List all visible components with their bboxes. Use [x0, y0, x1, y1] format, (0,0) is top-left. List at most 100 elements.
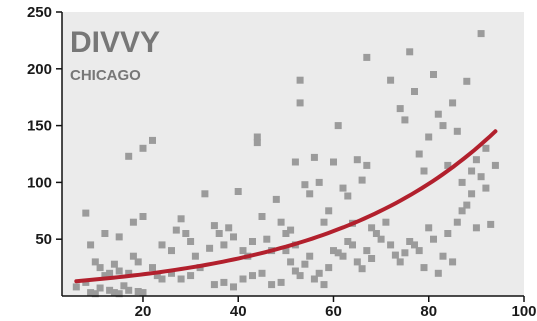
scatter-point: [96, 284, 104, 292]
scatter-point: [310, 153, 318, 161]
scatter-point: [482, 184, 490, 192]
scatter-point: [287, 258, 295, 266]
scatter-point: [110, 289, 118, 297]
chart-title: DIVVY: [70, 26, 160, 59]
scatter-point: [282, 230, 290, 237]
scatter-point: [339, 184, 347, 192]
scatter-point: [444, 230, 452, 237]
scatter-point: [349, 241, 356, 249]
scatter-point: [401, 249, 409, 257]
scatter-point: [344, 238, 352, 245]
scatter-point: [106, 286, 114, 294]
y-tick-label: 250: [27, 4, 52, 21]
scatter-point: [449, 99, 457, 107]
scatter-point: [91, 290, 99, 298]
scatter-point: [291, 158, 299, 166]
scatter-point: [215, 230, 223, 237]
y-tick-label: 150: [27, 118, 52, 135]
scatter-point: [87, 289, 95, 297]
scatter-point: [234, 188, 242, 195]
scatter-point: [420, 264, 428, 272]
scatter-point: [177, 215, 185, 223]
scatter-point: [239, 247, 247, 255]
scatter-point: [306, 190, 314, 198]
scatter-point: [372, 230, 380, 237]
scatter-point: [368, 255, 376, 262]
scatter-point: [139, 144, 147, 152]
scatter-point: [444, 161, 452, 169]
x-axis: 20 40 60 80 100: [135, 296, 537, 320]
scatter-point: [168, 269, 175, 277]
scatter-point: [230, 233, 237, 241]
scatter-point: [358, 176, 366, 184]
scatter-point: [425, 224, 433, 232]
scatter-point: [296, 99, 304, 107]
scatter-point: [149, 136, 156, 144]
scatter-point: [115, 233, 123, 241]
trend-line: [74, 129, 498, 284]
scatter-point: [477, 30, 485, 38]
scatter-point: [363, 247, 371, 255]
scatter-point: [411, 88, 418, 95]
scatter-point: [415, 150, 423, 158]
scatter-point: [277, 278, 285, 286]
scatter-point: [120, 282, 128, 290]
scatter-point: [334, 249, 342, 257]
scatter-point: [310, 275, 318, 283]
scatter-point: [363, 161, 371, 169]
scatter-point: [382, 218, 390, 226]
scatter-point: [129, 252, 137, 260]
scatter-point: [468, 190, 476, 198]
scatter-point: [463, 77, 471, 85]
scatter-point: [106, 269, 114, 277]
scatter-point: [468, 167, 476, 175]
scatter-point: [210, 222, 218, 230]
x-tick-label: 20: [135, 303, 152, 320]
scatter-point: [187, 238, 195, 245]
scatter-point: [344, 192, 352, 200]
scatter-point: [301, 260, 309, 268]
scatter-point: [482, 144, 490, 152]
scatter-point: [139, 289, 147, 297]
scatter-point: [115, 290, 123, 298]
scatter-point: [434, 110, 442, 118]
scatter-point: [110, 260, 118, 268]
scatter-point: [458, 178, 466, 186]
scatter-point: [301, 181, 309, 189]
scatter-point: [210, 281, 218, 289]
scatter-point: [220, 278, 228, 286]
scatter-point: [272, 195, 280, 203]
scatter-point: [158, 241, 166, 249]
scatter-point: [134, 288, 142, 295]
scatter-point: [425, 133, 433, 141]
scatter-point: [330, 158, 337, 166]
scatter-point: [449, 258, 457, 266]
scatter-point: [320, 281, 328, 289]
scatter-point: [125, 152, 133, 160]
scatter-point: [315, 178, 323, 186]
scatter-point: [315, 269, 323, 277]
scatter-point: [291, 267, 299, 275]
scatter-point: [282, 247, 290, 255]
scatter-point: [296, 76, 304, 84]
scatter-point: [477, 173, 485, 181]
scatter-point: [125, 286, 133, 294]
scatter-point: [434, 269, 442, 277]
scatter-point: [472, 156, 480, 164]
scatter-point: [368, 224, 376, 232]
scatter-point: [396, 258, 404, 266]
scatter-point: [472, 224, 480, 232]
scatter-point: [249, 272, 256, 280]
y-axis: 50 100 150 200 250: [27, 4, 62, 248]
scatter-point: [115, 267, 123, 275]
scatter-point: [330, 247, 337, 255]
scatter-point: [439, 252, 447, 260]
scatter-point: [453, 218, 461, 226]
plot-background: [62, 12, 524, 296]
scatter-point: [253, 133, 261, 141]
scatter-point: [339, 252, 347, 260]
scatter-point: [430, 235, 437, 243]
scatter-point: [230, 283, 237, 291]
scatter-point: [258, 213, 266, 220]
